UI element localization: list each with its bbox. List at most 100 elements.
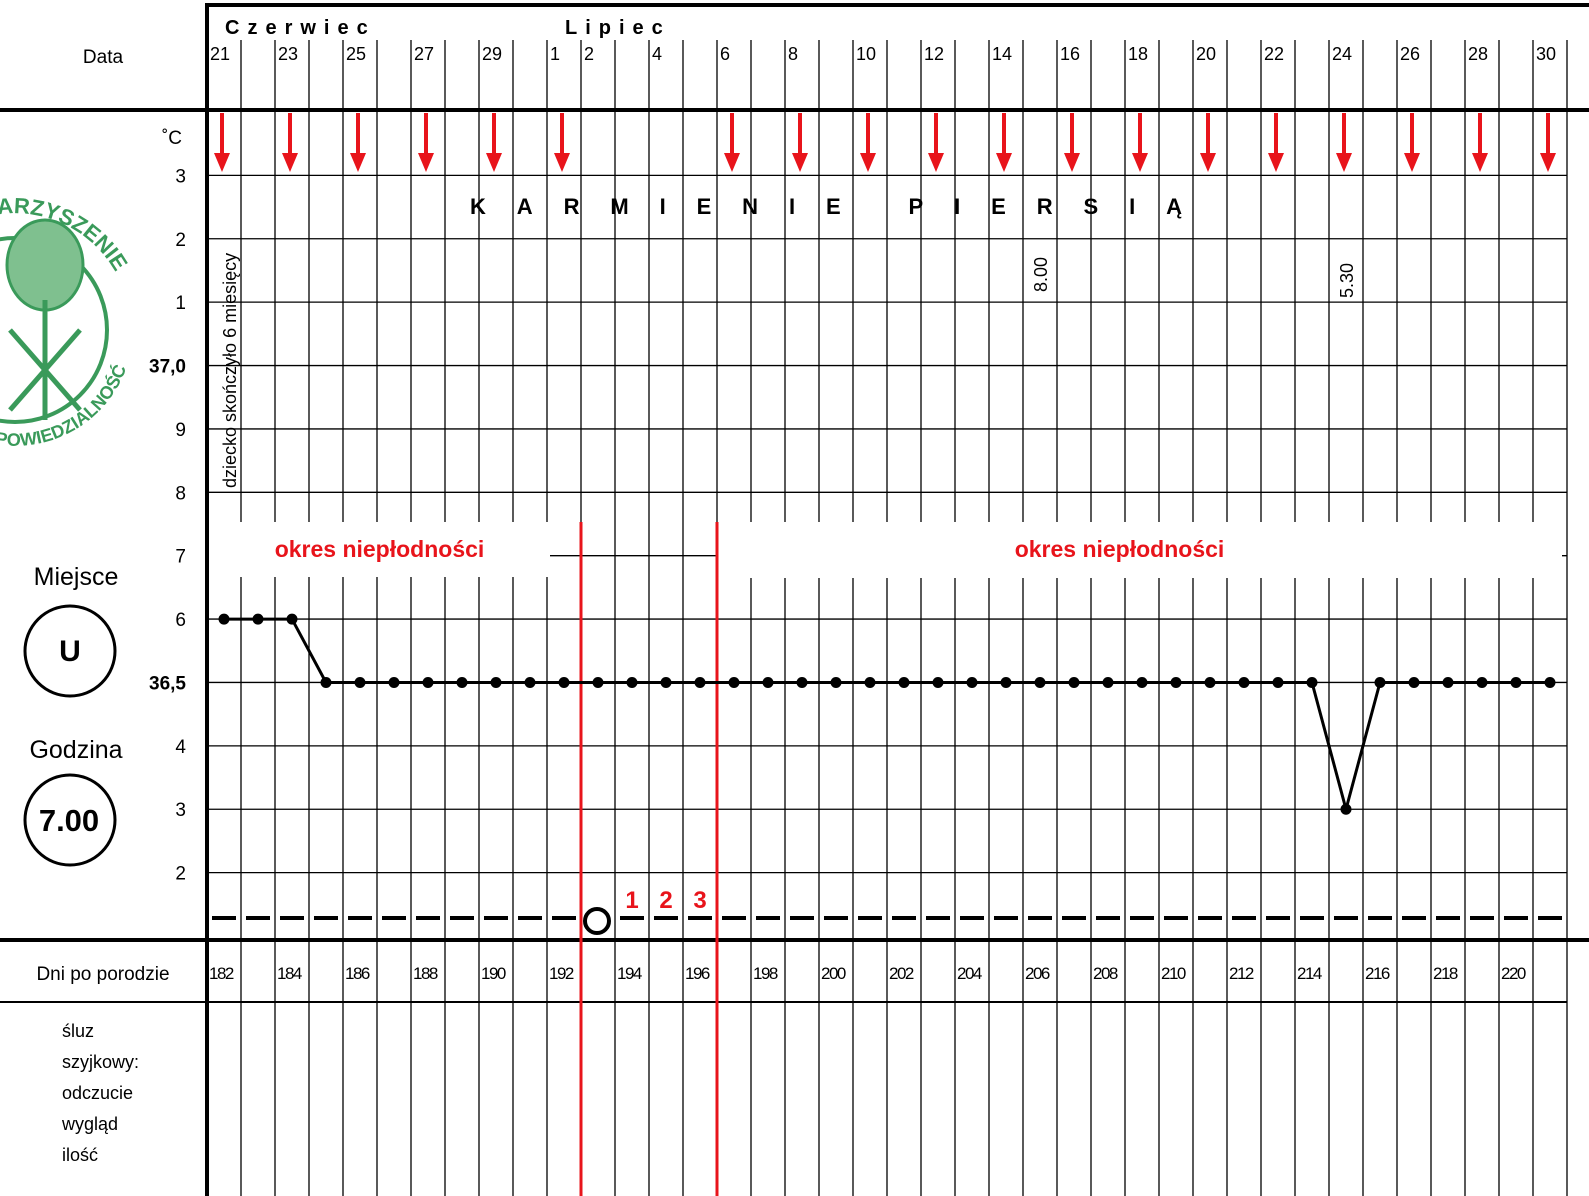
temperature-point	[1442, 676, 1454, 688]
label-box	[717, 522, 1562, 578]
y-tick-label: 7	[175, 547, 186, 568]
temperature-point	[1340, 803, 1352, 815]
y-tick-label: 1	[175, 293, 186, 314]
arrow-head	[1200, 153, 1216, 172]
arrow-head	[1268, 153, 1284, 172]
days-label: 198	[753, 964, 778, 983]
temperature-point	[1374, 676, 1386, 688]
date-label: 23	[278, 44, 298, 64]
temperature-point	[524, 676, 536, 688]
date-label: 21	[210, 44, 230, 64]
peak-count: 1	[625, 887, 638, 914]
arrow-head	[1472, 153, 1488, 172]
y-tick-label: 6	[175, 610, 186, 631]
temperature-point	[1238, 676, 1250, 688]
temperature-point	[626, 676, 638, 688]
days-label: 182	[209, 964, 234, 983]
temperature-point	[898, 676, 910, 688]
y-tick-label: 8	[175, 483, 186, 504]
date-label: 4	[652, 44, 662, 64]
date-label: 12	[924, 44, 944, 64]
month-label: Czerwiec	[225, 17, 376, 39]
time-circle	[23, 773, 117, 867]
arrow-head	[486, 153, 502, 172]
temperature-point	[1408, 676, 1420, 688]
y-tick-label: 37,0	[149, 357, 186, 378]
arrow-head	[996, 153, 1012, 172]
temperature-point	[558, 676, 570, 688]
peak-count: 2	[659, 887, 672, 914]
infertile-label: okres niepłodności	[1015, 536, 1225, 562]
temperature-point	[796, 676, 808, 688]
arrow-head	[350, 153, 366, 172]
temperature-point	[1306, 676, 1318, 688]
breastfeeding-label: KARMIENIE PIERSIĄ	[470, 194, 1182, 219]
temperature-point	[694, 676, 706, 688]
temperature-line	[224, 617, 1550, 816]
month-label: Lipiec	[565, 17, 671, 39]
date-label: 18	[1128, 44, 1148, 64]
peak-count: 3	[693, 887, 706, 914]
arrow-head	[724, 153, 740, 172]
temperature-point	[1272, 676, 1284, 688]
arrow-head	[860, 153, 876, 172]
logo: ARZYSZENIE ODPOWIEDZIALNOŚĆ	[0, 193, 133, 450]
temperature-point	[252, 613, 264, 625]
date-label: 20	[1196, 44, 1216, 64]
mucus-label: śluz	[62, 1021, 94, 1041]
mucus-label: odczucie	[62, 1083, 133, 1103]
days-label: 188	[413, 964, 438, 983]
y-tick-label: 9	[175, 420, 186, 441]
arrow-head	[928, 153, 944, 172]
date-label: 6	[720, 44, 730, 64]
temperature-point	[422, 676, 434, 688]
y-tick-label: 4	[175, 737, 186, 758]
child-age-note: dziecko skończyło 6 miesięcy	[220, 253, 240, 488]
arrow-head	[792, 153, 808, 172]
temperature-point	[1510, 676, 1522, 688]
date-row-label: Data	[83, 47, 124, 68]
days-label: 194	[617, 964, 642, 983]
date-label: 28	[1468, 44, 1488, 64]
time-note: 8.00	[1031, 257, 1051, 292]
days-label: 220	[1501, 964, 1526, 983]
arrow-head	[1540, 153, 1556, 172]
arrow-head	[1132, 153, 1148, 172]
days-row-label: Dni po porodzie	[36, 964, 169, 985]
temperature-point	[728, 676, 740, 688]
temperature-point	[830, 676, 842, 688]
temperature-point	[218, 613, 230, 625]
time-label: Godzina	[29, 736, 122, 764]
temperature-point	[388, 676, 400, 688]
temperature-point	[490, 676, 502, 688]
arrow-head	[418, 153, 434, 172]
days-label: 184	[277, 964, 302, 983]
date-label: 2	[584, 44, 594, 64]
days-label: 202	[889, 964, 914, 983]
date-label: 16	[1060, 44, 1080, 64]
mucus-label: szyjkowy:	[62, 1052, 139, 1072]
temperature-point	[1476, 676, 1488, 688]
date-label: 24	[1332, 44, 1352, 64]
date-label: 1	[550, 44, 560, 64]
temperature-point	[660, 676, 672, 688]
arrow-head	[1064, 153, 1080, 172]
temperature-point	[1102, 676, 1114, 688]
temperature-point	[320, 676, 332, 688]
time-note: 5.30	[1337, 263, 1357, 298]
days-label: 206	[1025, 964, 1050, 983]
date-label: 10	[856, 44, 876, 64]
y-tick-label: 3	[175, 800, 186, 821]
temperature-point	[932, 676, 944, 688]
date-label: 29	[482, 44, 502, 64]
temperature-point	[1170, 676, 1182, 688]
temperature-point	[354, 676, 366, 688]
arrow-head	[1336, 153, 1352, 172]
days-label: 210	[1161, 964, 1186, 983]
days-label: 186	[345, 964, 370, 983]
unit-label: ˚C	[162, 128, 182, 149]
place-circle	[23, 604, 117, 698]
date-label: 30	[1536, 44, 1556, 64]
date-label: 26	[1400, 44, 1420, 64]
temperature-point	[1544, 676, 1556, 688]
